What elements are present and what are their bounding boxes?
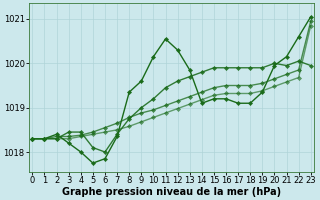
X-axis label: Graphe pression niveau de la mer (hPa): Graphe pression niveau de la mer (hPa) <box>62 187 281 197</box>
